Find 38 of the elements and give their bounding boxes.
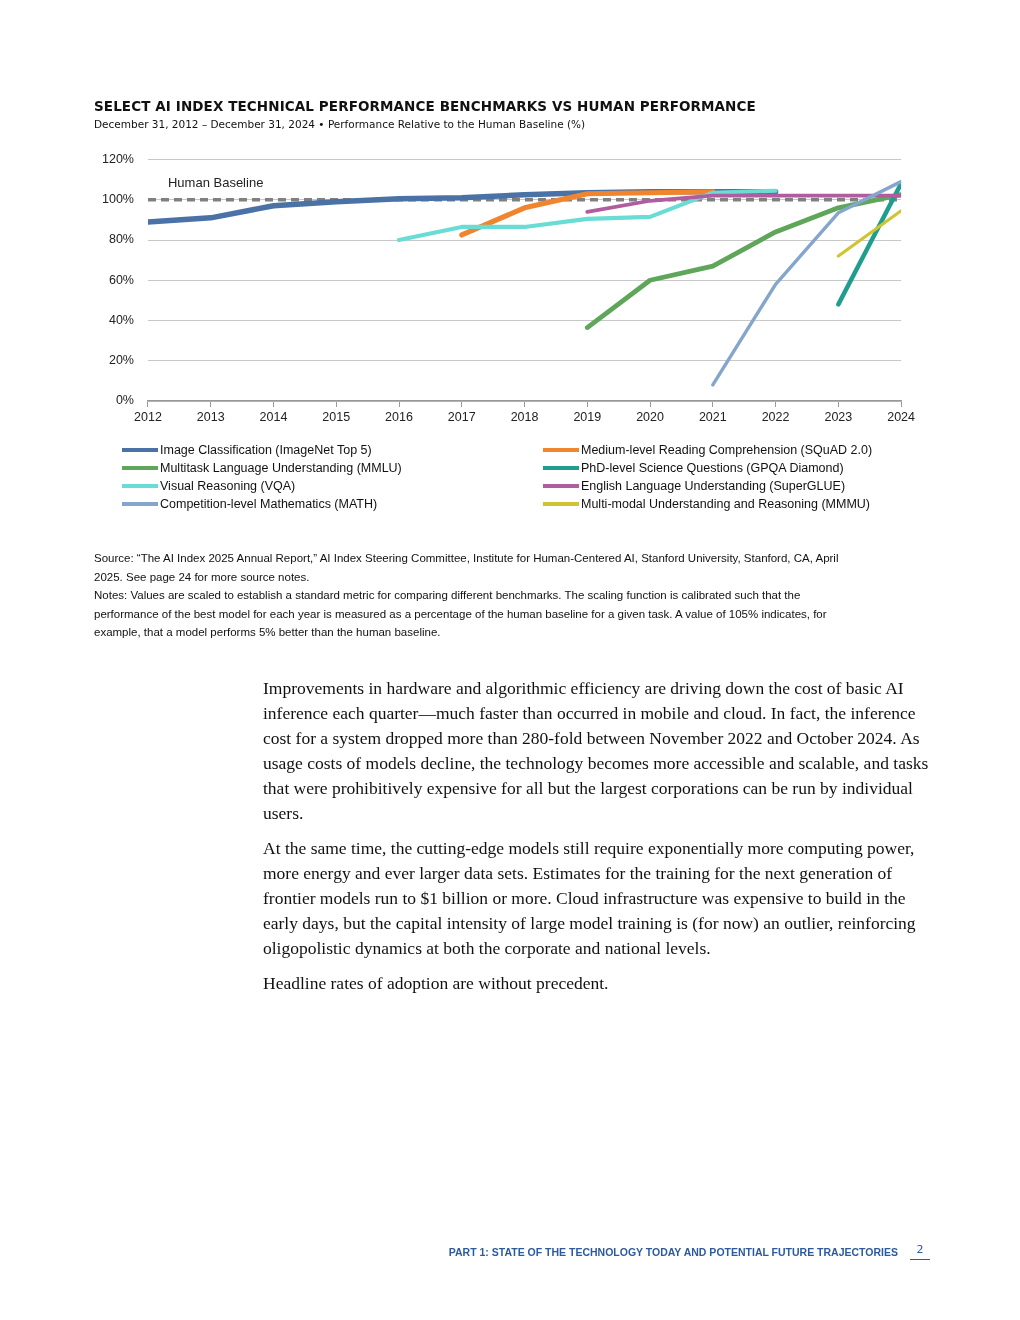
y-tick-label: 80% (108, 232, 134, 247)
y-tick-label: 120% (101, 151, 134, 166)
text: Improvements in hardware and algorithmic efficiency are driving down the cost of basic AI inference each quarter—much faster than occurred in mobile and cloud. In fact, the inference cost for a system dropped more than 280-fold between November 2022 and October 2024. As usage costs of models decline, the technology becomes more accessible and scalable, and tasks that were prohibitively expensive for all but the largest corporations can be run by individual users. (263, 677, 930, 825)
legend-label: Visual Reasoning (VQA) (160, 479, 296, 493)
y-tick-label: 60% (108, 272, 134, 287)
text: PART 1: STATE OF THE TECHNOLOGY TODAY AND POTENTIAL FUTURE TRAJECTORIES (448, 1246, 898, 1258)
x-tick-label: 2015 (322, 409, 351, 424)
x-tick-label: 2016 (385, 409, 413, 424)
x-tick-label: 2013 (196, 409, 225, 424)
y-tick-label: 40% (108, 312, 134, 327)
x-tick-label: 2014 (259, 409, 288, 424)
y-tick-label: 0% (115, 393, 134, 408)
legend-label: Multitask Language Understanding (MMLU) (160, 461, 402, 475)
y-tick-label: 100% (101, 192, 134, 207)
text: At the same time, the cutting-edge models still require exponentially more computing power, more energy and ever larger data sets. Estimates for the training for the next generation of frontier models run to $1 billion or more. Cloud infrastructure was expensive to build in the early days, but the capital intensity of large model training is (for now) an outlier, reinforcing oligopolistic dynamics at both the corporate and national levels. (263, 837, 917, 960)
x-tick-label: 2012 (134, 409, 162, 424)
ref-line-label: Human Baseline (167, 174, 264, 190)
x-tick-label: 2019 (573, 409, 602, 424)
x-tick-label: 2024 (887, 409, 916, 424)
legend-label: Competition-level Mathematics (MATH) (160, 497, 378, 511)
text: Headline rates of adoption are without precedent. (263, 972, 610, 995)
legend-label: PhD-level Science Questions (GPQA Diamond) (581, 461, 844, 475)
legend-label: Medium-level Reading Comprehension (SQuAD 2.0) (581, 443, 873, 457)
x-tick-label: 2020 (636, 409, 664, 424)
chart-subtitle: December 31, 2012 – December 31, 2024 • Performance Relative to the Human Baseline (%) (94, 118, 586, 130)
legend-label: Image Classification (ImageNet Top 5) (160, 443, 372, 457)
chart-title: SELECT AI INDEX TECHNICAL PERFORMANCE BENCHMARKS VS HUMAN PERFORMANCE (94, 98, 756, 114)
source-note: Source: “The AI Index 2025 Annual Report,” AI Index Steering Committee, Institute for Human-Centered AI, Stanford University, Stanford, CA, April 2025. See page 24 for more source notes. (94, 551, 840, 585)
y-tick-label: 20% (108, 353, 134, 368)
x-tick-label: 2023 (824, 409, 853, 424)
text: Notes: Values are scaled to establish a standard metric for comparing different benchmarks. The scaling function is calibrated such that the performance of the best model for each year is measured as a percentage of the human baseline for a given task. A value of 105% indicates, for example, that a model performs 5% better than the human baseline. (94, 588, 828, 640)
x-tick-label: 2021 (698, 409, 727, 424)
x-tick-label: 2017 (447, 409, 476, 424)
legend-label: Multi-modal Understanding and Reasoning (MMMU) (581, 497, 871, 511)
x-tick-label: 2022 (761, 409, 790, 424)
text: 2 (910, 1243, 930, 1260)
legend-label: English Language Understanding (SuperGLUE) (581, 479, 846, 493)
x-tick-label: 2018 (510, 409, 539, 424)
